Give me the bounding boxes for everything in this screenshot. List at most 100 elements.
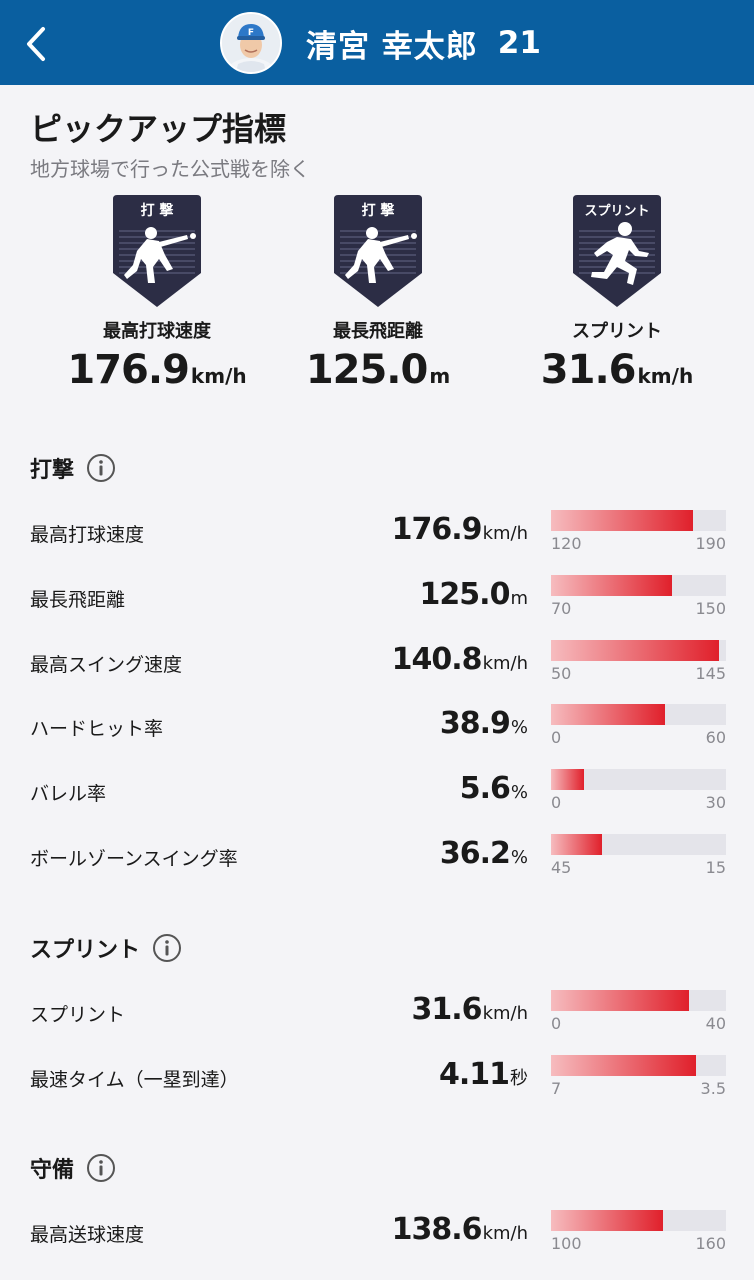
metric-label: スプリント (30, 1004, 126, 1026)
bar-max-label: 30 (705, 793, 726, 813)
progress-bar-track (551, 1054, 726, 1076)
metric-label: 最速タイム（一塁到達） (30, 1068, 239, 1091)
bar-min-label: 0 (551, 728, 562, 748)
bar-min-label: 0 (551, 1014, 562, 1033)
info-icon[interactable] (86, 453, 116, 483)
batter-icon (345, 227, 417, 283)
progress-bar-fill (551, 574, 672, 596)
pickup-unit: km/h (190, 364, 247, 388)
metric-row: 最長飛距離 125.0m 70 150 (0, 574, 754, 631)
svg-text:F: F (248, 28, 254, 38)
progress-bar-track (551, 1210, 726, 1231)
metric-row: 最高スイング速度 140.8km/h 50 145 (0, 639, 754, 696)
metric-unit: km/h (482, 1003, 528, 1024)
bar-min-label: 0 (551, 793, 562, 813)
metric-number: 5.6 (459, 771, 511, 807)
progress-bar-fill (551, 769, 584, 791)
group-header: 打撃 (30, 452, 116, 484)
pickup-item[interactable]: スプリント スプリント 31.6 km/h (497, 195, 737, 393)
progress-bar-track (551, 990, 726, 1011)
bar-max-label: 145 (695, 663, 726, 683)
bar-min-label: 120 (551, 534, 582, 553)
metric-unit: km/h (482, 1223, 528, 1244)
metric-value: 4.11秒 (439, 1057, 528, 1092)
progress-bar-fill (551, 510, 693, 531)
pickup-number: 31.6 (540, 347, 637, 393)
pickup-item[interactable]: 打 撃最長飛距離 125.0 m (258, 195, 498, 393)
metric-label: ボールゾーンスイング率 (30, 848, 238, 870)
progress-bar-track (551, 769, 726, 791)
player-photo-icon: F (222, 14, 280, 72)
progress-bar-track (551, 704, 726, 726)
metric-row: バレル率 5.6% 0 30 (0, 769, 754, 825)
bar-min-label: 100 (551, 1234, 582, 1253)
progress-bar-fill (551, 1210, 663, 1231)
metric-row: 最高送球速度 138.6km/h 100 160 (0, 1210, 754, 1266)
metric-label: 最高打球速度 (30, 524, 145, 546)
metric-row: ボールゾーンスイング率 36.2% 45 15 (0, 834, 754, 890)
progress-bar-fill (551, 990, 689, 1011)
progress-bar-fill (551, 834, 602, 855)
pickup-value: 125.0 m (258, 347, 498, 393)
bar-min-label: 70 (551, 598, 572, 618)
player-number: 21 (497, 25, 541, 61)
progress-bar-fill (551, 704, 665, 726)
app-header: F 清宮 幸太郎 21 (0, 0, 754, 85)
avatar[interactable]: F (220, 12, 282, 74)
metric-label: ハードヒット率 (30, 718, 164, 741)
metric-number: 36.2 (439, 836, 511, 871)
badge-label: 打 撃 (362, 202, 395, 219)
bar-max-label: 15 (705, 858, 726, 877)
metric-row: 最速タイム（一塁到達） 4.11秒 7 3.5 (0, 1054, 754, 1111)
metric-number: 4.11 (438, 1056, 510, 1092)
bar-max-label: 150 (695, 598, 726, 618)
progress-bar-track (551, 510, 726, 531)
progress-bar-fill (551, 1054, 696, 1076)
metric-unit: % (510, 782, 528, 804)
pickup-badge: スプリント (573, 195, 661, 307)
pickup-unit: m (429, 364, 451, 388)
bar-min-label: 45 (551, 858, 572, 877)
metric-value: 125.0m (420, 577, 528, 612)
info-icon[interactable] (152, 933, 182, 963)
info-icon[interactable] (86, 1153, 116, 1183)
group-header: 守備 (30, 1152, 116, 1184)
metric-label: 最長飛距離 (30, 588, 126, 611)
group-title: 打撃 (30, 458, 75, 483)
player-name: 清宮 幸太郎 (306, 28, 478, 65)
metric-value: 140.8km/h (392, 642, 528, 677)
pickup-value: 31.6 km/h (497, 347, 737, 393)
metric-number: 125.0 (419, 576, 511, 612)
metric-value: 36.2% (440, 836, 528, 871)
metric-value: 176.9km/h (392, 512, 528, 547)
pickup-label: 最長飛距離 (333, 321, 423, 342)
bar-max-label: 3.5 (700, 1078, 726, 1098)
group-header: スプリント (30, 932, 182, 964)
metric-number: 31.6 (411, 992, 483, 1027)
metric-value: 38.9% (440, 706, 528, 741)
metric-unit: km/h (482, 523, 528, 544)
metric-row: 最高打球速度 176.9km/h 120 190 (0, 510, 754, 566)
pickup-number: 125.0 (305, 347, 429, 393)
metric-value: 138.6km/h (392, 1212, 528, 1247)
pickup-value: 176.9 km/h (37, 347, 277, 393)
metric-unit: % (510, 847, 528, 868)
page-title: ピックアップ指標 (30, 110, 287, 148)
section-note: 地方球場で行った公式戦を除く (30, 157, 310, 181)
bar-min-label: 7 (551, 1078, 562, 1098)
badge-label: スプリント (584, 204, 649, 219)
player-header: F 清宮 幸太郎 21 (220, 12, 541, 74)
batter-icon (124, 227, 196, 283)
runner-icon (591, 222, 649, 285)
metric-number: 176.9 (391, 512, 483, 547)
metric-row: スプリント 31.6km/h 0 40 (0, 990, 754, 1046)
pickup-unit: km/h (637, 364, 694, 388)
back-button[interactable] (14, 20, 58, 68)
pickup-metrics: 打 撃最高打球速度 176.9 km/h 打 撃最長飛距離 125.0 m スプリント スプリ… (0, 195, 754, 405)
pickup-item[interactable]: 打 撃最高打球速度 176.9 km/h (37, 195, 277, 393)
metric-unit: km/h (482, 652, 528, 674)
pickup-badge: 打 撃 (113, 195, 201, 307)
bar-max-label: 40 (705, 1014, 726, 1033)
metric-unit: % (510, 717, 528, 739)
bar-max-label: 160 (695, 1234, 726, 1253)
